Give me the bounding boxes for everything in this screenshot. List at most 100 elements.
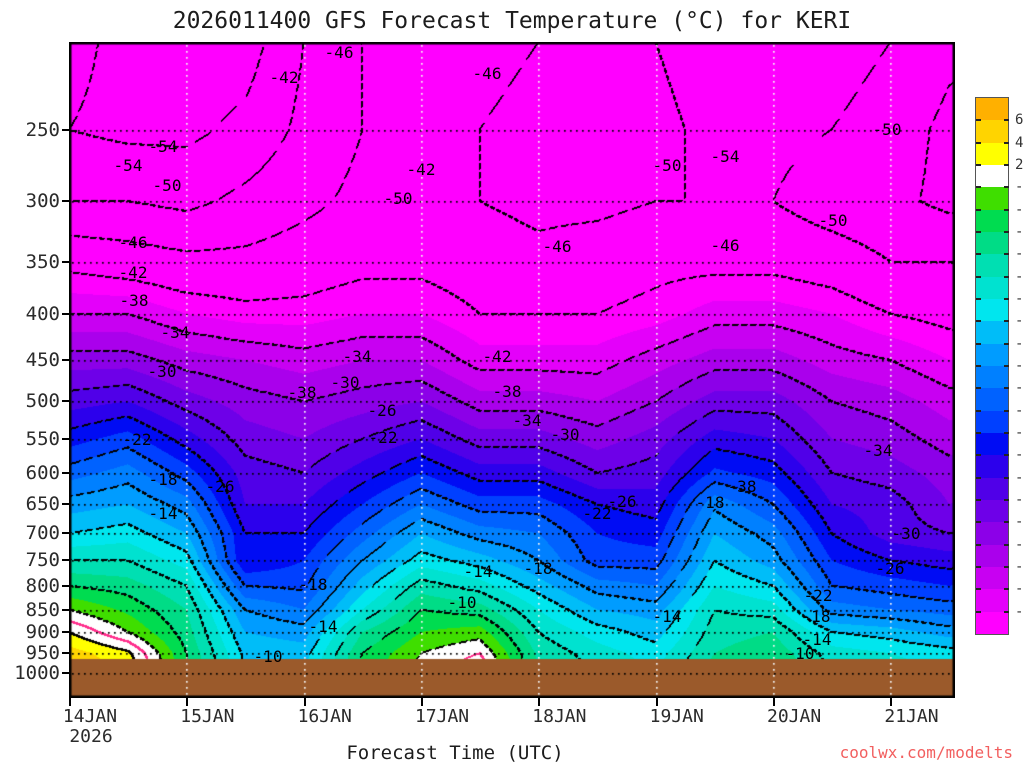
contour-line-label: -34: [512, 411, 542, 430]
colorbar-tick-label: -16: [1015, 335, 1024, 352]
contour-line-label: -18: [523, 559, 553, 578]
pressure-tick-mark: [62, 652, 69, 655]
colorbar-tick-mark: [976, 342, 981, 345]
contour-line-label: -46: [324, 43, 354, 62]
colorbar-tick-mark: [1004, 342, 1009, 345]
day-tick-mark: [69, 698, 71, 706]
colorbar-tick-mark: [976, 588, 981, 591]
pressure-tick-label: 650: [25, 493, 60, 516]
colorbar-swatch: [976, 388, 1008, 411]
watermark-link[interactable]: coolwx.com/modelts: [839, 743, 1013, 762]
day-tick-label: 17JAN: [414, 706, 470, 727]
day-tick-label: 19JAN: [649, 706, 704, 727]
pressure-tick-mark: [62, 437, 69, 440]
contour-line-label: -46: [118, 233, 148, 252]
contour-line-label: -50: [652, 156, 682, 175]
contour-line-label: -10: [253, 647, 283, 666]
contour-line-label: -38: [287, 383, 317, 402]
pressure-tick-label: 950: [25, 642, 60, 665]
contour-line-label: -18: [148, 470, 178, 489]
pressure-tick-label: 500: [25, 390, 60, 413]
colorbar-tick-label: -6: [1015, 224, 1024, 240]
pressure-tick-mark: [62, 672, 69, 675]
contour-line-label: -46: [472, 64, 502, 83]
contour-line-label: -22: [122, 430, 152, 449]
pressure-tick-mark: [62, 128, 69, 131]
contour-line-label: -22: [803, 586, 833, 605]
day-tick-mark: [890, 698, 893, 706]
colorbar-tick-mark: [1004, 164, 1009, 166]
colorbar-swatch: [976, 164, 1008, 188]
contour-line-label: -14: [652, 607, 682, 626]
colorbar-swatch: [976, 410, 1008, 433]
colorbar-tick-mark: [1004, 186, 1009, 189]
day-tick-label: 18JAN: [532, 706, 587, 727]
contour-line-label: -38: [727, 477, 757, 496]
contour-line-label: -18: [695, 493, 725, 512]
colorbar-swatch: [976, 455, 1008, 478]
year-label: 2026: [69, 726, 113, 747]
colorbar-tick-mark: [976, 566, 981, 568]
contour-line-label: -14: [802, 630, 832, 649]
day-tick-label: 20JAN: [767, 706, 822, 727]
contour-line-label: -10: [447, 593, 477, 612]
pressure-tick-label: 750: [25, 549, 60, 572]
pressure-tick-label: 400: [25, 302, 60, 325]
colorbar-tick-mark: [1004, 476, 1009, 479]
colorbar-swatch: [976, 589, 1008, 612]
colorbar-swatch: [976, 321, 1008, 344]
pressure-tick-mark: [62, 503, 69, 506]
pressure-tick-label: 850: [25, 598, 60, 621]
pressure-tick-mark: [62, 584, 69, 587]
contour-line-label: -14: [463, 562, 493, 581]
contour-line-label: -54: [113, 156, 143, 175]
colorbar-tick-mark: [1004, 610, 1009, 613]
colorbar-tick-label: -14: [1015, 313, 1024, 330]
colorbar-tick-mark: [1004, 141, 1009, 144]
contour-line-label: -42: [118, 263, 148, 282]
colorbar-tick-mark: [976, 141, 981, 144]
colorbar-tick-mark: [976, 543, 981, 546]
day-tick-mark: [303, 698, 306, 706]
colorbar-tick-mark: [1004, 320, 1009, 323]
colorbar-tick-mark: [976, 365, 981, 367]
colorbar-tick-mark: [976, 275, 981, 278]
colorbar-swatch: [976, 254, 1008, 277]
colorbar-swatch: [976, 298, 1008, 322]
colorbar-swatch: [976, 544, 1008, 567]
colorbar-tick-mark: [1004, 387, 1009, 390]
colorbar-tick-mark: [976, 186, 981, 189]
day-tick-mark: [186, 698, 189, 706]
colorbar-swatch: [976, 209, 1008, 232]
colorbar-swatch: [976, 231, 1008, 255]
colorbar-tick-label: 2: [1015, 157, 1024, 173]
pressure-tick-mark: [62, 471, 69, 474]
colorbar-tick-mark: [1004, 253, 1009, 256]
contour-line-label: -50: [152, 176, 182, 195]
pressure-tick-label: 900: [25, 620, 60, 643]
pressure-tick-mark: [62, 630, 69, 633]
colorbar-tick-label: -8: [1015, 246, 1024, 263]
day-tick-label: 14JAN: [62, 706, 118, 727]
colorbar-swatch: [976, 611, 1008, 634]
contour-line-label: -26: [607, 492, 637, 511]
pressure-tick-mark: [62, 608, 69, 611]
pressure-tick-label: 800: [25, 574, 60, 597]
contour-line-label: -38: [119, 291, 149, 310]
day-tick-mark: [421, 698, 424, 706]
contour-line-label: -10: [785, 644, 815, 663]
colorbar-tick-mark: [1004, 432, 1009, 434]
pressure-tick-label: 700: [25, 522, 60, 545]
day-tick-mark: [538, 698, 541, 706]
colorbar-swatch: [976, 98, 1008, 121]
pressure-tick-mark: [62, 200, 69, 203]
contour-line-label: -34: [863, 441, 893, 460]
contour-line-label: -46: [710, 236, 740, 255]
contour-line-label: -22: [582, 504, 612, 523]
colorbar-tick-label: -4: [1015, 201, 1024, 218]
colorbar-tick-mark: [976, 610, 981, 613]
contour-line-label: -50: [818, 211, 848, 230]
colorbar-tick-mark: [976, 409, 981, 412]
day-tick-label: 16JAN: [297, 706, 352, 727]
